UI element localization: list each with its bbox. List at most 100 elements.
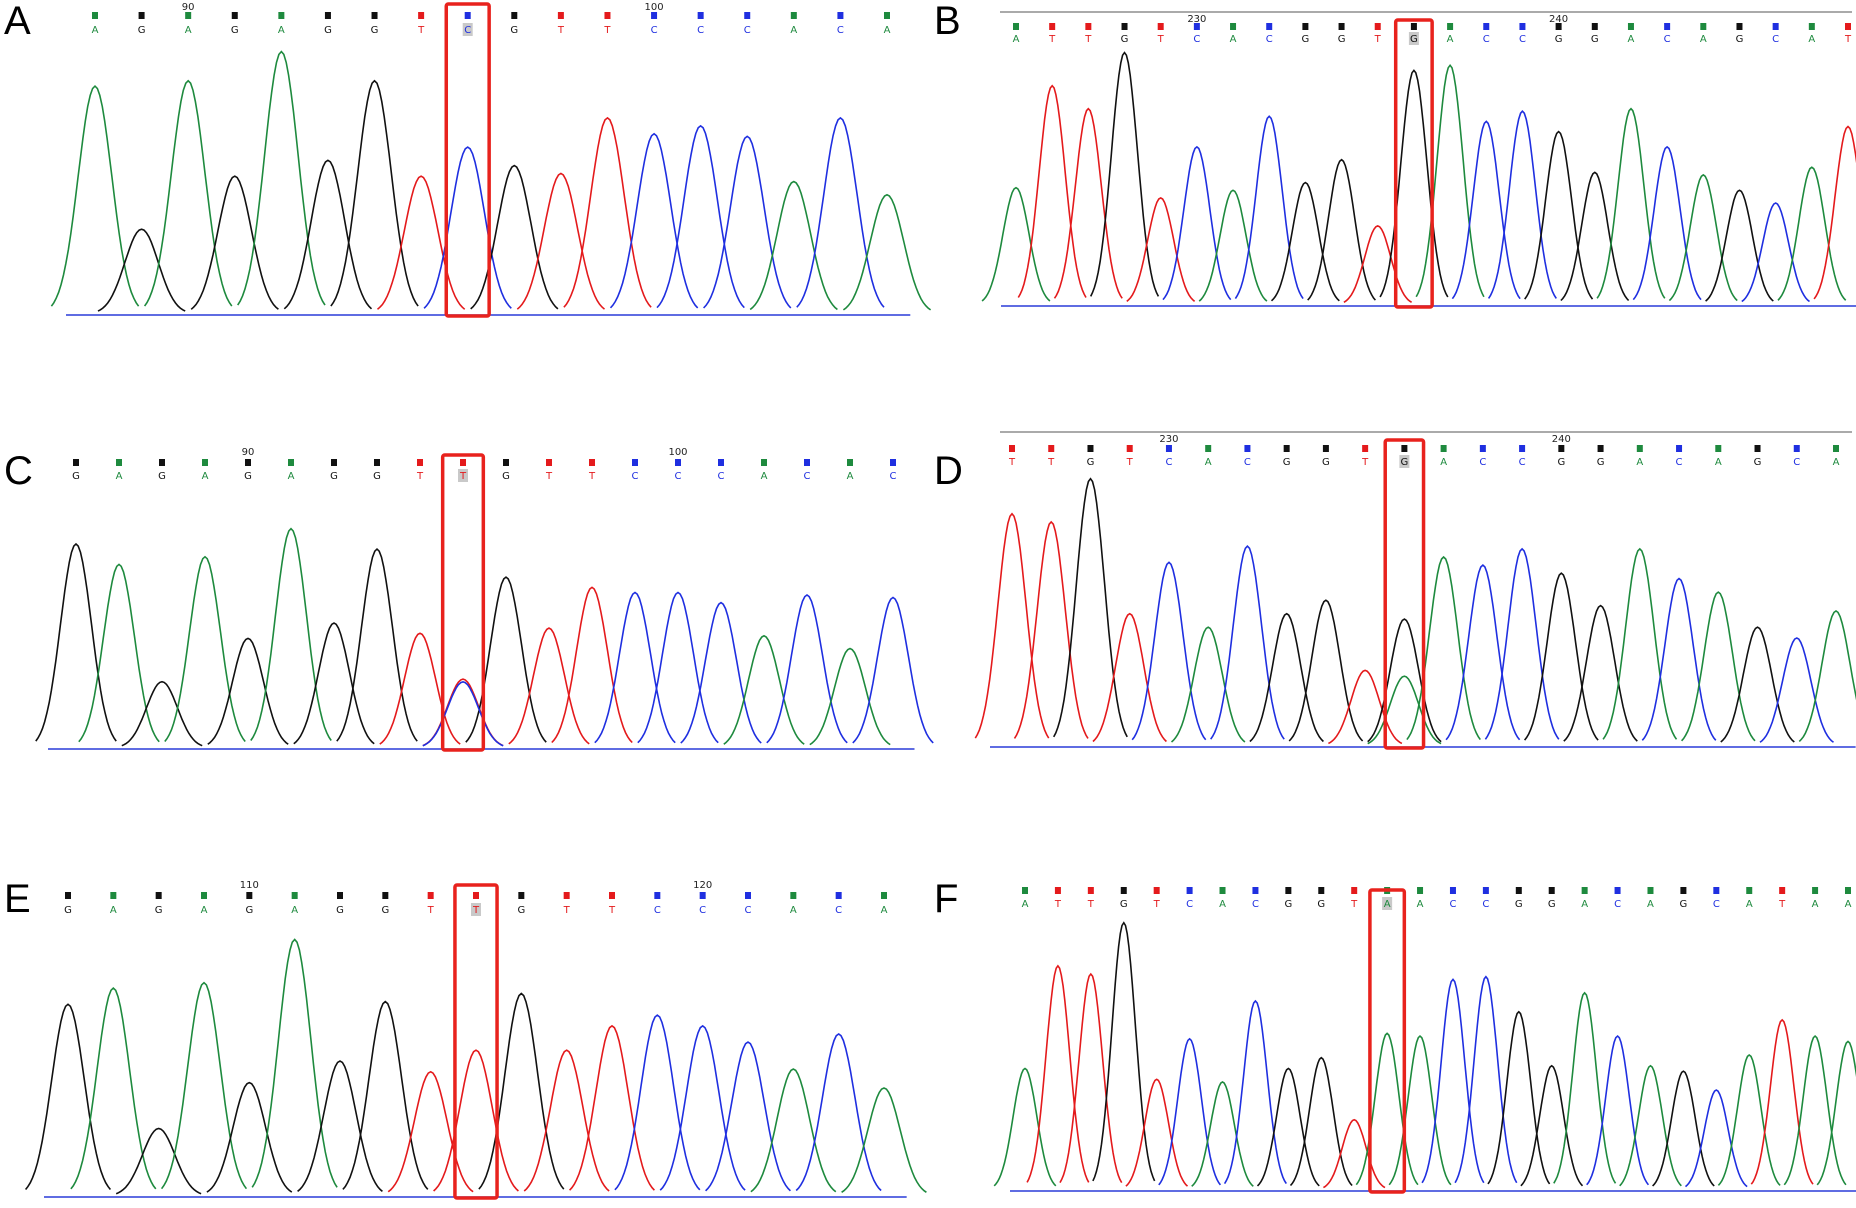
base-marker (138, 12, 145, 19)
position-number: 120 (693, 880, 712, 891)
base-call: A (278, 25, 285, 36)
trace-peak (1406, 555, 1481, 741)
base-call: A (881, 905, 888, 916)
trace-peak (1560, 171, 1630, 302)
base-call: C (675, 471, 682, 482)
trace-peak (297, 1060, 383, 1193)
panel-letter: D (934, 449, 963, 493)
base-call: A (92, 25, 99, 36)
base-marker (185, 12, 192, 19)
base-marker (201, 892, 207, 899)
base-marker (1482, 887, 1489, 894)
base-marker (73, 459, 79, 466)
base-call: G (1548, 899, 1556, 910)
base-call: T (1361, 457, 1369, 468)
base-call: A (1417, 899, 1424, 910)
trace-peak (70, 987, 157, 1190)
base-marker (1165, 445, 1172, 452)
trace-peak (1017, 84, 1087, 298)
base-marker (503, 459, 509, 466)
secondary-peak (1367, 675, 1442, 745)
trace-peak (1641, 577, 1717, 741)
trace-peak (508, 627, 590, 745)
base-call: T (1084, 34, 1092, 45)
position-number: 240 (1552, 434, 1571, 445)
base-marker (1302, 23, 1309, 30)
base-call: A (1700, 34, 1707, 45)
trace-peak (1563, 604, 1638, 742)
base-marker (790, 12, 797, 19)
trace-peak (1249, 612, 1324, 743)
trace-peak (750, 1068, 837, 1193)
base-marker (1054, 887, 1061, 894)
base-marker (1519, 445, 1526, 452)
trace-peak (35, 542, 117, 742)
base-call: A (291, 905, 298, 916)
base-call: A (288, 471, 295, 482)
panel-letter: A (4, 0, 31, 43)
base-marker (1700, 23, 1707, 30)
panel-a: A A G A G A G G T C G T T C C C A C A 90 100 (4, 0, 932, 318)
trace-peak (993, 1067, 1057, 1187)
trace-peak (1720, 626, 1795, 743)
base-marker (1447, 23, 1454, 30)
base-call: C (745, 905, 752, 916)
trace-peak (1388, 1035, 1452, 1186)
trace-peak (703, 135, 792, 309)
base-call: G (1401, 457, 1409, 468)
highlight-shade (462, 23, 473, 36)
base-marker (1754, 445, 1761, 452)
base-marker (1479, 445, 1486, 452)
base-marker (92, 12, 98, 19)
base-call: T (1374, 34, 1382, 45)
base-marker (837, 12, 844, 19)
base-call: C (654, 905, 661, 916)
base-marker (278, 12, 285, 19)
trace-peak (250, 527, 332, 741)
base-call: T (1350, 899, 1358, 910)
base-call: G (373, 471, 381, 482)
base-call: T (608, 905, 616, 916)
base-call: T (1157, 34, 1165, 45)
base-call: A (1022, 899, 1029, 910)
base-call: G (244, 471, 252, 482)
base-marker (1087, 445, 1094, 452)
base-marker (1772, 23, 1779, 30)
base-marker (511, 12, 518, 19)
trace-peak (1198, 189, 1268, 302)
base-marker (417, 459, 423, 466)
highlight-shade (458, 469, 468, 482)
trace-peak (1307, 158, 1377, 301)
base-marker (1713, 887, 1720, 894)
trace-peak (1026, 964, 1090, 1183)
base-call: C (1165, 457, 1172, 468)
base-call: G (1736, 34, 1744, 45)
trace-peak (1355, 1032, 1419, 1186)
base-marker (632, 459, 638, 466)
base-call: G (1680, 899, 1688, 910)
base-call: T (1778, 899, 1786, 910)
base-call: G (1410, 34, 1418, 45)
base-marker (427, 892, 434, 899)
trace-peak (237, 50, 326, 306)
trace-peak (342, 1000, 429, 1190)
trace-peak (478, 992, 565, 1190)
position-number: 100 (668, 447, 687, 458)
base-marker (1338, 23, 1345, 30)
base-marker (1193, 23, 1200, 30)
trace-peak (164, 555, 246, 742)
base-marker (371, 12, 378, 19)
base-call: C (1519, 457, 1526, 468)
trace-peak (659, 1024, 746, 1191)
trace-peak (1652, 1070, 1715, 1187)
base-marker (1153, 887, 1160, 894)
base-marker (1022, 887, 1028, 894)
trace-peak (1520, 1064, 1584, 1187)
trace-peak (974, 512, 1050, 739)
trace-peak (1126, 196, 1196, 302)
base-call: C (1193, 34, 1200, 45)
base-marker (231, 12, 238, 19)
trace-peak (433, 1049, 519, 1192)
base-marker (1230, 23, 1237, 30)
